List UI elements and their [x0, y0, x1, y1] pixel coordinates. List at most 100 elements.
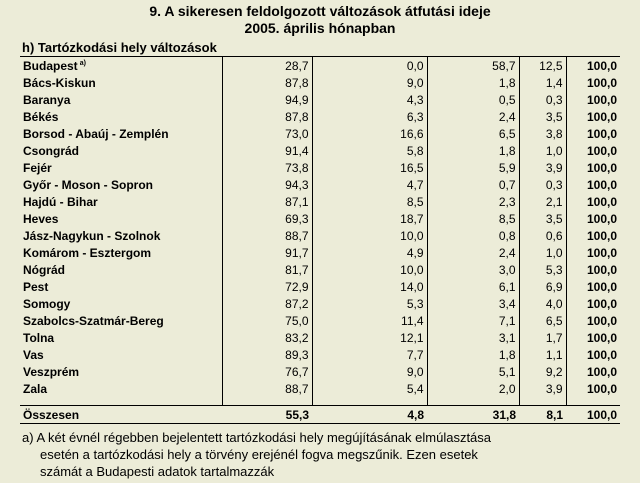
spacer-row — [20, 397, 620, 406]
value-cell: 6,3 — [312, 108, 428, 125]
county-name-cell: Jász-Nagykun - Szolnok — [20, 227, 223, 244]
county-name-cell: Nógrád — [20, 261, 223, 278]
footnote-line: esetén a tartózkodási hely a törvény ere… — [40, 447, 478, 462]
value-cell: 9,0 — [312, 74, 428, 91]
table-row: Somogy 87,2 5,3 3,4 4,0 100,0 — [20, 295, 620, 312]
county-name-cell: Vas — [20, 346, 223, 363]
county-name-cell: Baranya — [20, 91, 223, 108]
value-cell: 3,5 — [519, 210, 567, 227]
value-cell: 5,3 — [519, 261, 567, 278]
value-cell: 5,4 — [312, 380, 428, 397]
spacer-cell — [222, 397, 313, 406]
value-cell: 2,4 — [427, 244, 520, 261]
value-cell: 8,5 — [427, 210, 520, 227]
county-name: Összesen — [23, 407, 80, 422]
total-row: Összesen 55,3 4,8 31,8 8,1 100,0 — [20, 405, 620, 424]
county-name: Somogy — [23, 296, 71, 311]
value-cell: 3,9 — [519, 159, 567, 176]
value-cell: 3,4 — [427, 295, 520, 312]
county-name: Tolna — [23, 330, 55, 345]
county-name: Heves — [23, 211, 59, 226]
value-cell: 88,7 — [222, 380, 313, 397]
county-name: Fejér — [23, 160, 52, 175]
value-cell: 3,1 — [427, 329, 520, 346]
county-name-cell: Békés — [20, 108, 223, 125]
county-name-cell: Budapest a) — [20, 56, 223, 74]
value-cell: 7,7 — [312, 346, 428, 363]
spacer-cell — [427, 397, 520, 406]
county-name-cell: Komárom - Esztergom — [20, 244, 223, 261]
value-cell: 69,3 — [222, 210, 313, 227]
value-cell: 28,7 — [222, 56, 313, 74]
spacer-cell — [519, 397, 567, 406]
county-name-cell: Összesen — [20, 405, 222, 424]
total-cell: 100,0 — [566, 405, 620, 424]
footnote-line: a) A két évnél régebben bejelentett tart… — [22, 430, 492, 445]
table-row: Békés 87,8 6,3 2,4 3,5 100,0 — [20, 108, 620, 125]
county-name: Borsod - Abaúj - Zemplén — [23, 126, 169, 141]
total-cell: 100,0 — [586, 211, 617, 226]
table-row: Budapest a) 28,7 0,0 58,7 12,5 100,0 — [20, 56, 620, 74]
total-cell: 100,0 — [586, 160, 617, 175]
value-cell: 87,8 — [222, 74, 313, 91]
value-cell: 81,7 — [222, 261, 313, 278]
value-cell: 4,0 — [519, 295, 567, 312]
value-cell: 3,8 — [519, 125, 567, 142]
county-name-cell: Szabolcs-Szatmár-Bereg — [20, 312, 223, 329]
county-name: Győr - Moson - Sopron — [23, 177, 153, 192]
total-cell: 100,0 — [586, 194, 617, 209]
county-name-cell: Bács-Kiskun — [20, 74, 223, 91]
value-cell: 0,3 — [519, 176, 567, 193]
county-name: Szabolcs-Szatmár-Bereg — [23, 313, 164, 328]
value-cell: 73,8 — [222, 159, 313, 176]
county-name: Békés — [23, 109, 59, 124]
table-row: Szabolcs-Szatmár-Bereg 75,0 11,4 7,1 6,5 100,… — [20, 312, 620, 329]
value-cell: 0,7 — [427, 176, 520, 193]
table-row: Jász-Nagykun - Szolnok 88,7 10,0 0,8 0,6 100,… — [20, 227, 620, 244]
county-name-cell: Heves — [20, 210, 223, 227]
value-cell: 10,0 — [312, 227, 428, 244]
section-subtitle: h) Tartózkodási hely változások — [22, 40, 217, 55]
value-cell: 87,2 — [222, 295, 313, 312]
total-cell: 100,0 — [586, 143, 617, 158]
county-name: Jász-Nagykun - Szolnok — [23, 228, 161, 243]
county-name-cell: Veszprém — [20, 363, 223, 380]
value-cell: 83,2 — [222, 329, 313, 346]
value-cell: 87,1 — [222, 193, 313, 210]
footnote-marker: a) — [79, 59, 86, 67]
county-name: Nógrád — [23, 262, 65, 277]
value-cell: 5,9 — [427, 159, 520, 176]
county-name-cell: Hajdú - Bihar — [20, 193, 223, 210]
total-cell: 100,0 — [586, 313, 617, 328]
value-cell: 1,8 — [427, 74, 520, 91]
table-row: Veszprém 76,7 9,0 5,1 9,2 100,0 — [20, 363, 620, 380]
table-row: Baranya 94,9 4,3 0,5 0,3 100,0 — [20, 91, 620, 108]
total-cell: 100,0 — [586, 364, 617, 379]
value-cell: 72,9 — [222, 278, 313, 295]
value-cell: 1,4 — [519, 74, 567, 91]
value-cell: 9,2 — [519, 363, 567, 380]
value-cell: 2,1 — [519, 193, 567, 210]
county-name: Bács-Kiskun — [23, 75, 96, 90]
value-cell: 87,8 — [222, 108, 313, 125]
county-name-cell: Fejér — [20, 159, 223, 176]
county-name-cell: Zala — [20, 380, 223, 397]
value-cell: 3,5 — [519, 108, 567, 125]
value-cell: 6,9 — [519, 278, 567, 295]
value-cell: 1,0 — [519, 244, 567, 261]
value-cell: 5,1 — [427, 363, 520, 380]
table-row: Vas 89,3 7,7 1,8 1,1 100,0 — [20, 346, 620, 363]
report-title: 9. A sikeresen feldolgozott változások á… — [149, 3, 491, 19]
value-cell: 76,7 — [222, 363, 313, 380]
county-name-cell: Tolna — [20, 329, 223, 346]
county-name: Pest — [23, 279, 49, 294]
value-cell: 18,7 — [312, 210, 428, 227]
spacer-cell — [312, 397, 428, 406]
value-cell: 1,8 — [427, 346, 520, 363]
value-cell: 2,3 — [427, 193, 520, 210]
value-cell: 31,8 — [427, 405, 519, 424]
value-cell: 58,7 — [427, 56, 520, 74]
value-cell: 1,8 — [427, 142, 520, 159]
value-cell: 91,7 — [222, 244, 313, 261]
